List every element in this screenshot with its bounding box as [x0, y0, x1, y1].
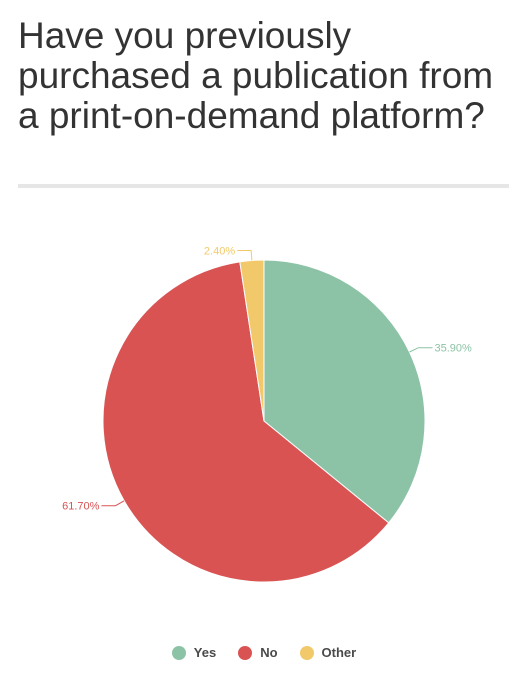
- legend-label-yes: Yes: [193, 645, 217, 660]
- pie-slice-no[interactable]: [102, 261, 390, 583]
- legend-swatch-other: [299, 645, 314, 660]
- leader-line-no: [101, 500, 125, 507]
- data-label-other: 2.40%: [204, 245, 235, 257]
- legend-item-no[interactable]: No: [238, 645, 278, 660]
- legend-item-yes[interactable]: Yes: [171, 645, 217, 660]
- data-label-no: 61.70%: [62, 501, 100, 513]
- legend: Yes No Other: [0, 645, 528, 660]
- pie-slice-yes[interactable]: [263, 259, 426, 524]
- chart-title: Have you previously purchased a publicat…: [18, 15, 494, 136]
- legend-label-no: No: [260, 645, 278, 660]
- data-label-yes: 35.90%: [434, 343, 472, 355]
- legend-label-other: Other: [321, 645, 357, 660]
- legend-swatch-yes: [171, 645, 186, 660]
- legend-item-other[interactable]: Other: [299, 645, 357, 660]
- leader-line-other: [237, 249, 253, 261]
- leader-line-yes: [409, 347, 433, 353]
- pie-chart: 35.90% 61.70% 2.40%: [62, 245, 472, 583]
- title-divider: [18, 184, 509, 188]
- legend-swatch-no: [238, 645, 253, 660]
